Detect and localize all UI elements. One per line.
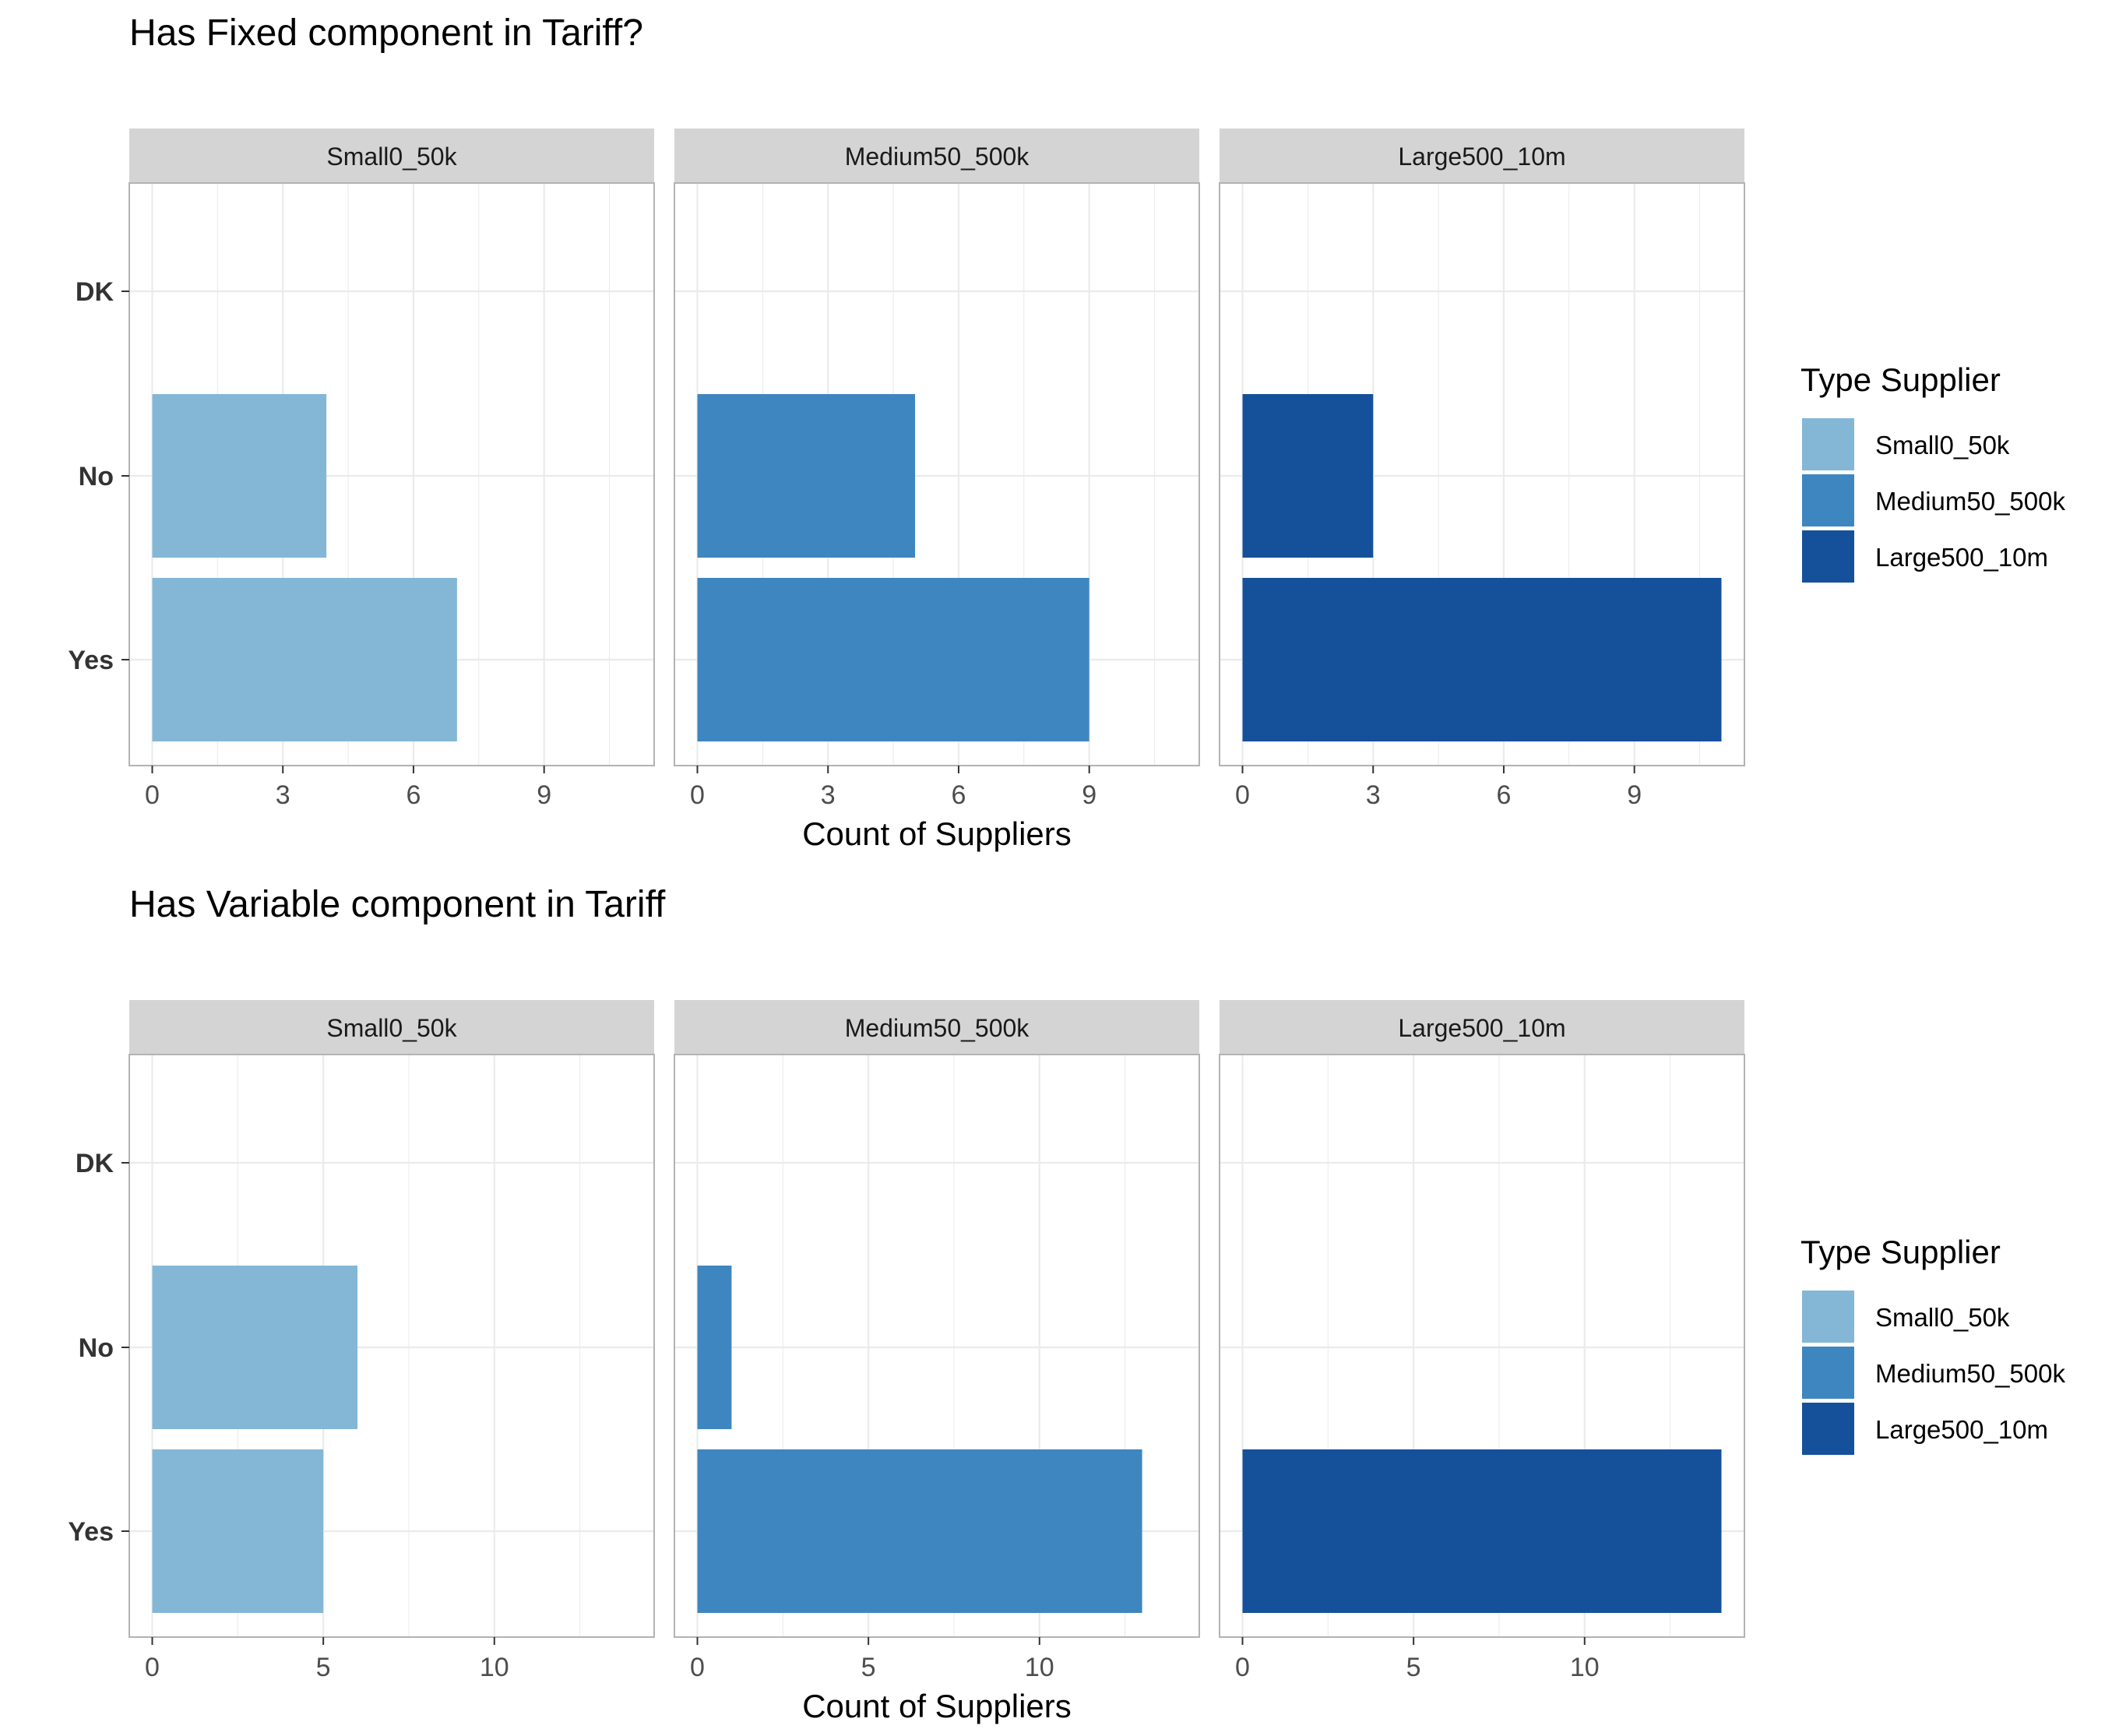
chart-title: Has Variable component in Tariff <box>129 884 666 925</box>
legend-key <box>1802 1291 1854 1343</box>
x-tick-label: 6 <box>1496 780 1511 810</box>
legend-key <box>1802 1347 1854 1399</box>
x-tick-label: 0 <box>1235 780 1250 810</box>
legend-title: Type Supplier <box>1800 1234 2001 1270</box>
x-tick-label: 10 <box>480 1653 509 1682</box>
x-axis-label: Count of Suppliers <box>802 1688 1072 1724</box>
bar-no <box>152 394 327 558</box>
legend-item-label: Large500_10m <box>1875 1415 2048 1444</box>
x-tick-label: 3 <box>821 780 836 810</box>
x-tick-label: 9 <box>1082 780 1096 810</box>
x-tick-label: 10 <box>1025 1653 1054 1682</box>
y-tick-label: Yes <box>68 1517 114 1547</box>
chart-1: Has Fixed component in Tariff? Small0_50k… <box>68 12 2065 852</box>
facet-panel: Small0_50k 0 5 10 <box>128 1000 655 1682</box>
legend-key <box>1802 474 1854 526</box>
panel-border <box>128 182 655 766</box>
bar-yes <box>1242 1449 1722 1613</box>
bar-no <box>697 394 916 558</box>
facet-strip <box>1220 129 1744 183</box>
facet-panel: Medium50_500k 0 5 10 <box>674 1000 1200 1682</box>
y-tick-label: DK <box>76 1149 114 1178</box>
x-axis-label: Count of Suppliers <box>802 815 1072 852</box>
x-tick-label: 0 <box>145 1653 160 1682</box>
facet-panel: Large500_10m 0 5 10 <box>1219 1000 1745 1682</box>
x-tick-label: 6 <box>406 780 421 810</box>
facet-strip <box>674 129 1199 183</box>
facet-strip-label: Small0_50k <box>326 1014 457 1042</box>
x-tick-label: 10 <box>1570 1653 1600 1682</box>
bar-yes <box>697 1449 1142 1613</box>
legend: Type Supplier Small0_50k Medium50_500k Larg… <box>1800 361 2065 583</box>
bar-yes <box>152 1449 324 1613</box>
panel-border <box>674 1054 1200 1638</box>
x-tick-label: 0 <box>690 1653 705 1682</box>
facet-strip-label: Medium50_500k <box>845 1014 1030 1042</box>
x-tick-label: 6 <box>951 780 966 810</box>
legend-title: Type Supplier <box>1800 361 2001 398</box>
y-tick-label: No <box>79 1333 114 1363</box>
panel-border <box>1219 1054 1745 1638</box>
x-tick-label: 0 <box>145 780 160 810</box>
panel-border <box>128 1054 655 1638</box>
legend-item-label: Medium50_500k <box>1875 1359 2065 1388</box>
legend-item-label: Small0_50k <box>1875 1303 2010 1332</box>
facet-strip-label: Medium50_500k <box>845 143 1030 171</box>
y-tick-label: No <box>79 462 114 491</box>
x-tick-label: 0 <box>1235 1653 1250 1682</box>
chart-title: Has Fixed component in Tariff? <box>129 12 643 54</box>
panel-border <box>1219 182 1745 766</box>
facet-panel: Small0_50k 0 3 6 9 <box>128 129 655 810</box>
facet-strip <box>674 1000 1199 1055</box>
facet-panel: Medium50_500k 0 3 6 9 <box>674 129 1200 810</box>
facet-panel: Large500_10m 0 3 6 9 <box>1219 129 1745 810</box>
facet-strip <box>129 1000 654 1055</box>
legend: Type Supplier Small0_50k Medium50_500k Larg… <box>1800 1234 2065 1455</box>
bar-no <box>1242 394 1374 558</box>
x-tick-label: 5 <box>1406 1653 1421 1682</box>
y-tick-label: DK <box>76 277 114 307</box>
facet-strip-label: Large500_10m <box>1398 143 1565 171</box>
chart-2: Has Variable component in Tariff Small0_5… <box>68 884 2065 1724</box>
x-tick-label: 5 <box>316 1653 331 1682</box>
facet-strip-label: Small0_50k <box>326 143 457 171</box>
legend-item-label: Medium50_500k <box>1875 487 2065 516</box>
facet-strip <box>1220 1000 1744 1055</box>
legend-key <box>1802 418 1854 470</box>
bar-yes <box>1242 578 1722 741</box>
bar-yes <box>697 578 1089 741</box>
bar-no <box>697 1266 732 1429</box>
facet-strip <box>129 129 654 183</box>
facet-strip-label: Large500_10m <box>1398 1014 1565 1042</box>
x-tick-label: 5 <box>861 1653 876 1682</box>
x-tick-label: 0 <box>690 780 705 810</box>
x-tick-label: 9 <box>1627 780 1642 810</box>
legend-key <box>1802 530 1854 583</box>
panel-border <box>674 182 1200 766</box>
y-tick-label: Yes <box>68 646 114 675</box>
x-tick-label: 3 <box>276 780 290 810</box>
legend-item-label: Small0_50k <box>1875 431 2010 460</box>
legend-item-label: Large500_10m <box>1875 543 2048 572</box>
x-tick-label: 9 <box>537 780 551 810</box>
bar-no <box>152 1266 358 1429</box>
legend-key <box>1802 1403 1854 1455</box>
x-tick-label: 3 <box>1366 780 1381 810</box>
bar-yes <box>152 578 457 741</box>
